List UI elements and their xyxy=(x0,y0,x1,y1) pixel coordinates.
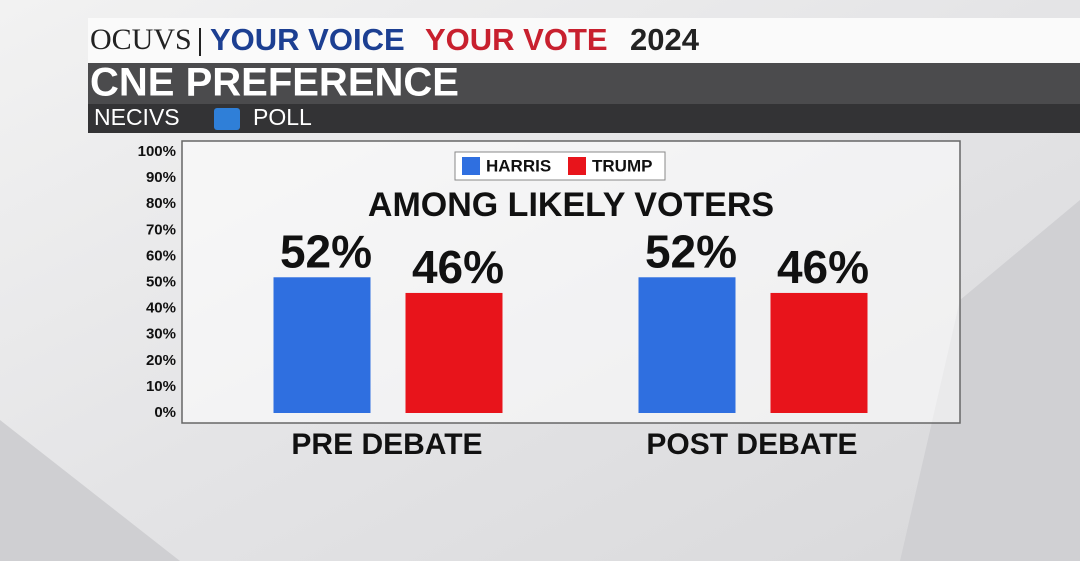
poll-icon xyxy=(214,108,240,130)
year: 2024 xyxy=(630,22,700,57)
y-tick-label: 90% xyxy=(146,169,176,186)
value-label: 52% xyxy=(280,225,372,277)
y-tick-label: 40% xyxy=(146,300,176,317)
bg-shape xyxy=(900,200,1080,561)
headline: CNE PREFERENCE xyxy=(90,61,459,105)
bar xyxy=(273,277,371,413)
y-tick-label: 70% xyxy=(146,221,176,238)
legend-label: TRUMP xyxy=(592,156,652,175)
headline-band xyxy=(88,63,1080,104)
x-tick-label: PRE DEBATE xyxy=(291,428,482,461)
y-tick-label: 30% xyxy=(146,326,176,343)
value-label: 46% xyxy=(777,241,869,293)
y-tick-label: 80% xyxy=(146,195,176,212)
value-label: 46% xyxy=(412,241,504,293)
bg-shape xyxy=(0,420,180,561)
y-tick-label: 100% xyxy=(138,143,176,160)
subtitle: AMONG LIKELY VOTERS xyxy=(368,186,774,224)
source-band xyxy=(88,104,1080,133)
header-band xyxy=(88,18,1080,63)
bar xyxy=(405,292,503,413)
y-tick-label: 10% xyxy=(146,378,176,395)
logo: OCUVS xyxy=(90,23,192,56)
legend-box xyxy=(454,151,666,181)
y-tick-label: 60% xyxy=(146,247,176,264)
legend-swatch xyxy=(568,157,586,175)
source: NECIVS xyxy=(94,104,180,130)
bar xyxy=(770,292,868,413)
vote: YOUR VOTE xyxy=(425,22,608,57)
x-tick-label: POST DEBATE xyxy=(646,428,857,461)
y-tick-label: 20% xyxy=(146,352,176,369)
y-tick-label: 0% xyxy=(154,404,176,421)
poll: POLL xyxy=(253,104,312,130)
y-tick-label: 50% xyxy=(146,273,176,290)
voice: YOUR VOICE xyxy=(210,22,405,57)
legend-swatch xyxy=(462,157,480,175)
bar xyxy=(638,277,736,413)
value-label: 52% xyxy=(645,225,737,277)
legend-label: HARRIS xyxy=(486,156,551,175)
